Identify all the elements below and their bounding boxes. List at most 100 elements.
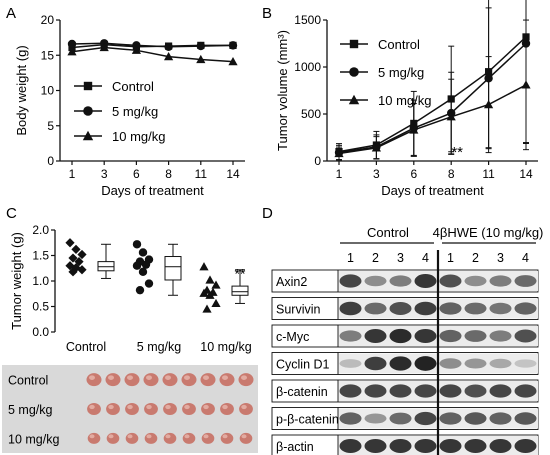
- tumor-sample: [239, 432, 253, 444]
- data-point-circle: [132, 261, 142, 270]
- y-axis-label: Body weight (g): [14, 45, 29, 135]
- legend-label: 5 mg/kg: [112, 104, 158, 119]
- x-tick-label: 3: [373, 167, 380, 181]
- y-tick-label: 15: [41, 48, 55, 62]
- blot-band: [464, 275, 487, 287]
- tumor-sample: [163, 403, 177, 415]
- lane-number: 3: [397, 251, 404, 265]
- x-tick-label: 1: [69, 167, 76, 181]
- series-line-circle: [71, 42, 234, 48]
- blot-band: [439, 384, 462, 398]
- blot-band: [439, 439, 462, 453]
- blot-band: [514, 384, 537, 398]
- blot-band: [439, 302, 462, 315]
- tumor-highlight: [165, 375, 171, 380]
- x-tick-label: 3: [101, 167, 108, 181]
- series-line-triangle: [338, 84, 527, 155]
- data-point-circle: [67, 39, 77, 49]
- data-point-triangle: [446, 112, 456, 121]
- data-point-diamond: [77, 265, 87, 275]
- blot-band: [414, 384, 437, 398]
- data-point-diamond: [77, 249, 87, 260]
- panel-letter-a: A: [6, 5, 16, 22]
- tumor-highlight: [222, 404, 228, 410]
- tumor-sample: [238, 373, 254, 387]
- y-tick-label: 500: [301, 107, 321, 121]
- lane-number: 3: [497, 251, 504, 265]
- tumor-sample: [200, 373, 216, 387]
- tumor-sample: [239, 403, 253, 415]
- box: [97, 261, 115, 272]
- blot-band: [464, 330, 487, 342]
- legend-marker-triangle: [348, 94, 360, 105]
- y-tick-label: 20: [41, 13, 55, 27]
- blot-band: [389, 302, 412, 315]
- tumor-sample: [125, 403, 139, 415]
- blot-band: [414, 439, 437, 453]
- blot-band: [489, 384, 512, 398]
- blot-band: [364, 439, 387, 453]
- blot-band: [414, 301, 437, 316]
- lane-number: 2: [372, 251, 379, 265]
- tumor-sample: [163, 432, 177, 444]
- tumor-sample: [219, 373, 235, 387]
- y-tick-label: 1000: [294, 60, 321, 74]
- significance-marker: **: [451, 144, 463, 161]
- blot-band: [464, 412, 487, 425]
- y-tick-label: 10: [41, 84, 55, 98]
- tumor-sample: [87, 432, 101, 444]
- tumor-highlight: [108, 404, 114, 410]
- blot-band: [439, 358, 462, 369]
- y-axis-label: Tumor weight (g): [9, 232, 24, 330]
- group-label-treatment: 4βHWE (10 mg/kg): [433, 225, 544, 240]
- blot-band: [414, 356, 437, 371]
- tumor-highlight: [146, 404, 152, 410]
- blot-band: [339, 439, 362, 453]
- data-point-triangle: [202, 304, 212, 313]
- data-point-triangle: [131, 45, 141, 54]
- blot-band: [439, 329, 462, 343]
- y-tick-label: 5: [47, 119, 54, 133]
- data-point-diamond: [71, 263, 81, 273]
- blot-band: [514, 439, 537, 453]
- legend-label: Control: [378, 37, 420, 52]
- data-point-circle: [228, 41, 238, 50]
- blot-band: [514, 412, 537, 425]
- data-point-circle: [132, 41, 141, 50]
- tumor-sample: [86, 373, 102, 387]
- data-point-diamond: [68, 267, 78, 277]
- blot-band: [364, 413, 387, 424]
- western-blot: Control 4βHWE (10 mg/kg) 1 2 3 4 1 2 3 4 Axin2 Surv…: [271, 225, 544, 455]
- blot-band: [389, 275, 412, 287]
- tumor-sample: [106, 432, 120, 444]
- protein-label: β-actin: [276, 440, 314, 454]
- panel-letter-d: D: [262, 205, 273, 222]
- blot-band: [364, 356, 387, 371]
- y-tick-label: 0.0: [32, 325, 49, 339]
- data-point-circle: [138, 267, 148, 277]
- category-label: 5 mg/kg: [137, 340, 182, 354]
- data-point-circle: [132, 240, 142, 249]
- tumor-sample: [143, 373, 159, 387]
- legend-marker-square: [83, 81, 93, 91]
- blot-band: [489, 439, 512, 453]
- data-point-triangle: [371, 143, 381, 152]
- blot-band: [439, 412, 462, 425]
- tumor-sample: [125, 432, 139, 444]
- blot-band: [489, 358, 512, 369]
- tumor-highlight: [165, 404, 171, 410]
- tumor-highlight: [203, 375, 209, 380]
- blot-band: [389, 384, 412, 398]
- data-point-circle: [164, 42, 173, 51]
- tumor-highlight: [89, 434, 95, 439]
- blot-band: [514, 329, 537, 343]
- tumor-sample: [182, 403, 196, 415]
- blot-band: [414, 274, 437, 288]
- tumor-highlight: [222, 434, 228, 439]
- blot-band: [339, 330, 362, 342]
- data-point-triangle: [199, 288, 209, 297]
- tumor-highlight: [127, 434, 133, 439]
- tumor-highlight: [222, 375, 228, 380]
- legend-marker-circle: [349, 67, 359, 77]
